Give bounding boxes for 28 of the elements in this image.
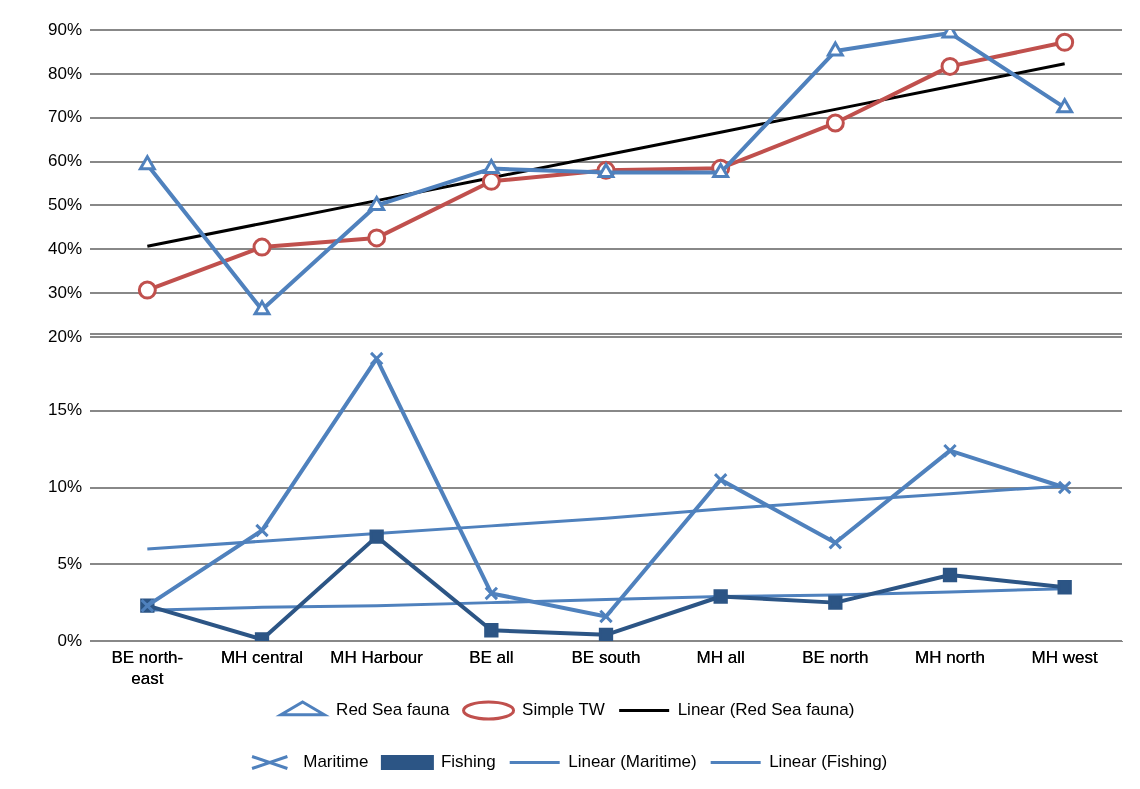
x-tick-label: MH central: [220, 648, 304, 668]
x-tick-label: BE south: [571, 648, 641, 668]
y-tick-label: 30%: [47, 282, 82, 302]
legend-label: Red Sea fauna: [336, 700, 451, 720]
y-tick-label: 60%: [47, 151, 82, 171]
x-tick-label: BE north-east: [111, 648, 184, 689]
legend-label: Linear (Fishing): [769, 752, 888, 772]
y-tick-label: 0%: [57, 630, 82, 650]
y-tick-label: 70%: [47, 107, 82, 127]
y-tick-label: 80%: [47, 63, 82, 83]
x-tick-label: MH north: [915, 648, 985, 668]
x-tick-label: BE north: [802, 648, 869, 668]
y-tick-label: 15%: [47, 400, 82, 420]
y-tick-label: 40%: [47, 238, 82, 258]
x-tick-label: MH west: [1031, 648, 1098, 668]
y-tick-label: 90%: [47, 19, 82, 39]
x-tick-label: MH all: [696, 648, 745, 668]
legend-label: Simple TW: [522, 700, 605, 720]
y-tick-label: 20%: [47, 326, 82, 346]
legend-label: Linear (Red Sea fauna): [677, 700, 855, 720]
legend-label: Linear (Maritime): [568, 752, 697, 772]
y-tick-label: 10%: [47, 477, 82, 497]
x-tick-label: BE all: [469, 648, 514, 668]
y-tick-label: 5%: [57, 553, 82, 573]
x-tick-label: MH Harbour: [330, 648, 424, 668]
legend-label: Fishing: [440, 752, 496, 772]
y-tick-label: 50%: [47, 195, 82, 215]
legend-label: Maritime: [303, 752, 369, 772]
